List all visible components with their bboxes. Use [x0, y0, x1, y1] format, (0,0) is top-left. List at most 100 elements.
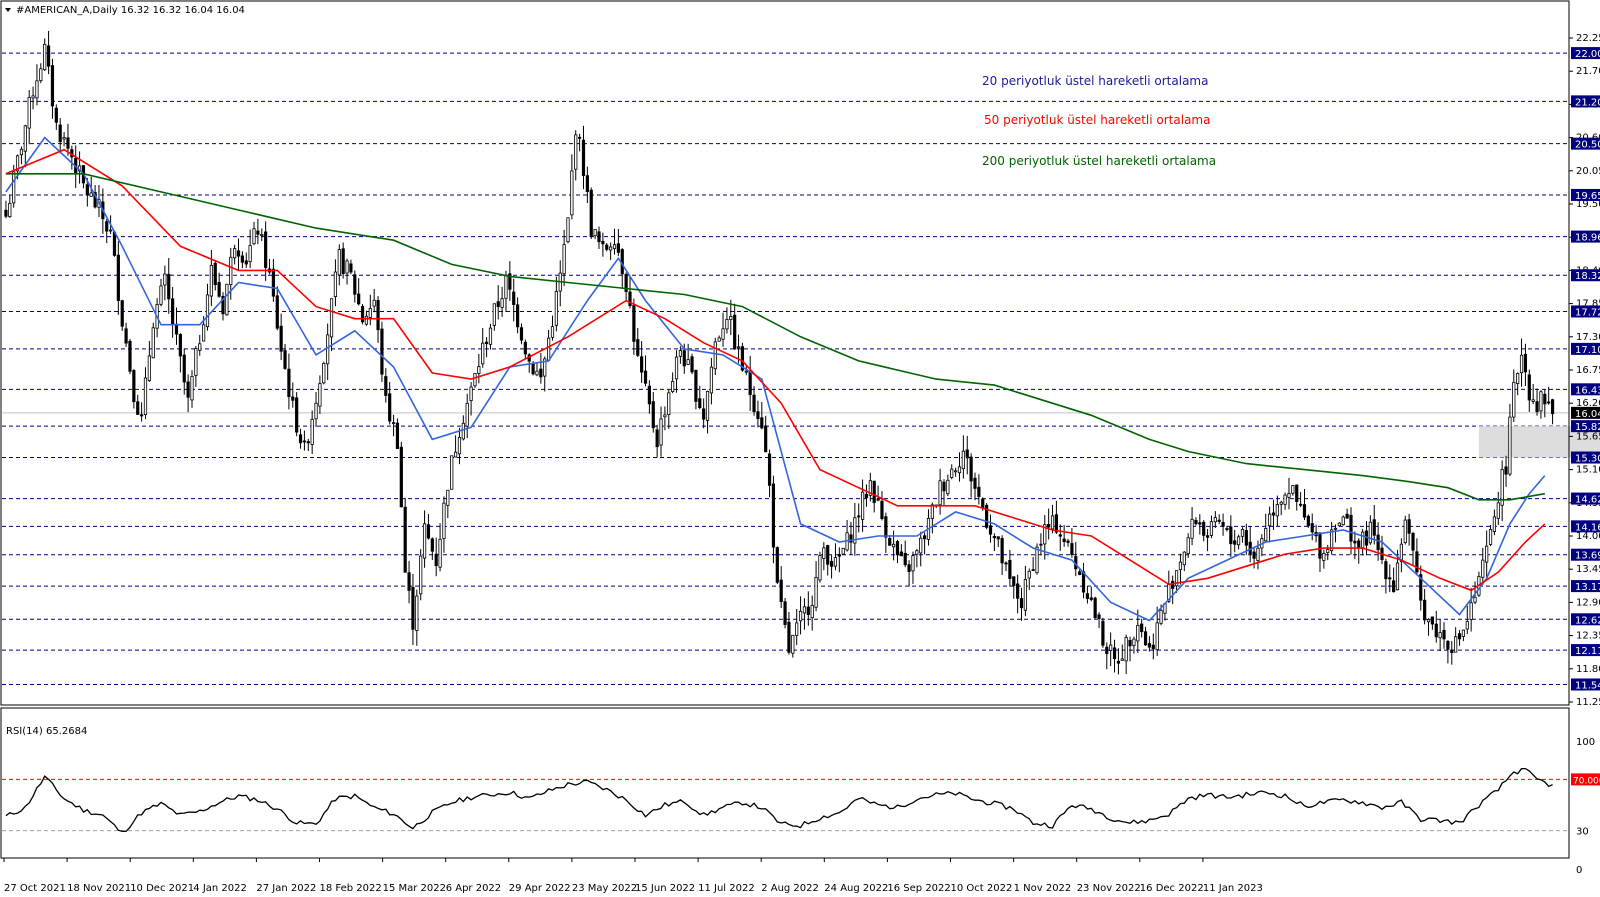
candle — [891, 530, 896, 561]
level-label-bg — [1571, 492, 1600, 505]
candle — [1438, 619, 1442, 652]
candle — [105, 218, 109, 244]
candle — [1233, 529, 1237, 553]
candle — [1198, 514, 1202, 535]
candle — [1322, 549, 1326, 569]
candle — [1058, 524, 1062, 551]
candle — [1531, 383, 1535, 405]
candle-body — [1399, 543, 1403, 562]
candle-body — [717, 337, 721, 342]
candle — [372, 288, 376, 313]
candle — [298, 428, 303, 449]
candle — [132, 369, 136, 409]
candle — [484, 337, 489, 358]
candle-body — [1140, 623, 1144, 633]
candle — [446, 489, 450, 518]
candle-body — [950, 468, 954, 478]
candle — [1411, 531, 1415, 566]
candle-body — [46, 45, 51, 67]
candle — [1550, 398, 1555, 425]
candle — [647, 380, 651, 414]
candle-body — [190, 375, 194, 401]
candle-body — [1171, 580, 1175, 589]
candle-body — [217, 281, 221, 297]
candle — [678, 346, 683, 364]
candle — [1392, 567, 1396, 593]
candle — [1372, 504, 1376, 545]
candle — [899, 544, 903, 557]
candle-body — [1430, 616, 1434, 625]
time-axis[interactable]: 27 Oct 2021 18 Nov 2021 10 Dec 2021 4 Jan 2… — [3, 858, 1263, 894]
candle-body — [19, 148, 24, 156]
chart-menu-triangle-icon[interactable] — [5, 8, 11, 12]
candle-body — [124, 328, 128, 344]
candle-body — [647, 385, 651, 405]
candle — [426, 514, 431, 540]
candle-body — [43, 43, 47, 71]
candle-body — [469, 386, 473, 401]
candle — [1023, 565, 1027, 617]
candle — [1019, 587, 1024, 621]
candle — [1461, 629, 1466, 642]
candle-body — [419, 555, 423, 595]
candle-body — [198, 343, 202, 351]
level-label: 12.62 — [1575, 615, 1600, 626]
candle-body — [946, 479, 950, 495]
candle-body — [430, 538, 434, 552]
candle-body — [767, 453, 772, 486]
candle — [1171, 575, 1175, 605]
candle-body — [694, 369, 698, 402]
candle-body — [1527, 374, 1531, 401]
candle — [857, 503, 861, 533]
candle-body — [337, 249, 341, 276]
candle-body — [147, 355, 151, 381]
candle-body — [829, 560, 834, 567]
current-price-label-bg — [1571, 406, 1600, 419]
candle-body — [1508, 416, 1512, 475]
candle — [829, 555, 834, 579]
candle — [345, 258, 349, 285]
candle — [116, 241, 120, 315]
x-tick-label: 27 Oct 2021 — [4, 883, 66, 894]
candle — [1326, 544, 1330, 561]
candle-body — [891, 543, 896, 548]
candle — [1492, 509, 1497, 536]
candle-body — [1434, 623, 1438, 638]
candle — [403, 497, 407, 573]
candle — [151, 322, 155, 359]
candle — [550, 315, 555, 341]
candle-body — [678, 350, 683, 357]
candle — [1271, 499, 1276, 530]
candle-body — [1481, 559, 1485, 578]
candle — [411, 574, 415, 646]
candle-body — [795, 622, 799, 636]
price-axis[interactable]: 22.2521.7021.1520.6020.0519.5018.9518.40… — [1569, 33, 1600, 876]
candle-body — [1279, 501, 1283, 505]
candle — [136, 394, 140, 415]
candle — [240, 251, 244, 269]
level-label-bg — [1571, 230, 1600, 243]
candle-body — [132, 370, 136, 403]
candle-body — [403, 506, 407, 573]
candle-body — [1147, 643, 1152, 648]
candle-body — [1376, 534, 1380, 551]
candle — [12, 164, 16, 208]
level-label: 14.16 — [1575, 522, 1600, 533]
candle — [163, 265, 167, 301]
candle-body — [713, 341, 717, 370]
candle — [1112, 639, 1117, 673]
candle — [810, 595, 814, 631]
candle-body — [833, 557, 838, 567]
x-tick-label: 16 Dec 2022 — [1140, 883, 1204, 894]
x-tick-label: 16 Sep 2022 — [887, 883, 950, 894]
candle — [174, 307, 179, 345]
candle-body — [814, 577, 818, 608]
candle — [1124, 634, 1128, 675]
candle — [818, 551, 822, 583]
candle-body — [1229, 526, 1233, 545]
candle — [1457, 630, 1462, 646]
candle-body — [880, 500, 884, 520]
candle-body — [655, 429, 659, 448]
candle — [601, 232, 605, 257]
